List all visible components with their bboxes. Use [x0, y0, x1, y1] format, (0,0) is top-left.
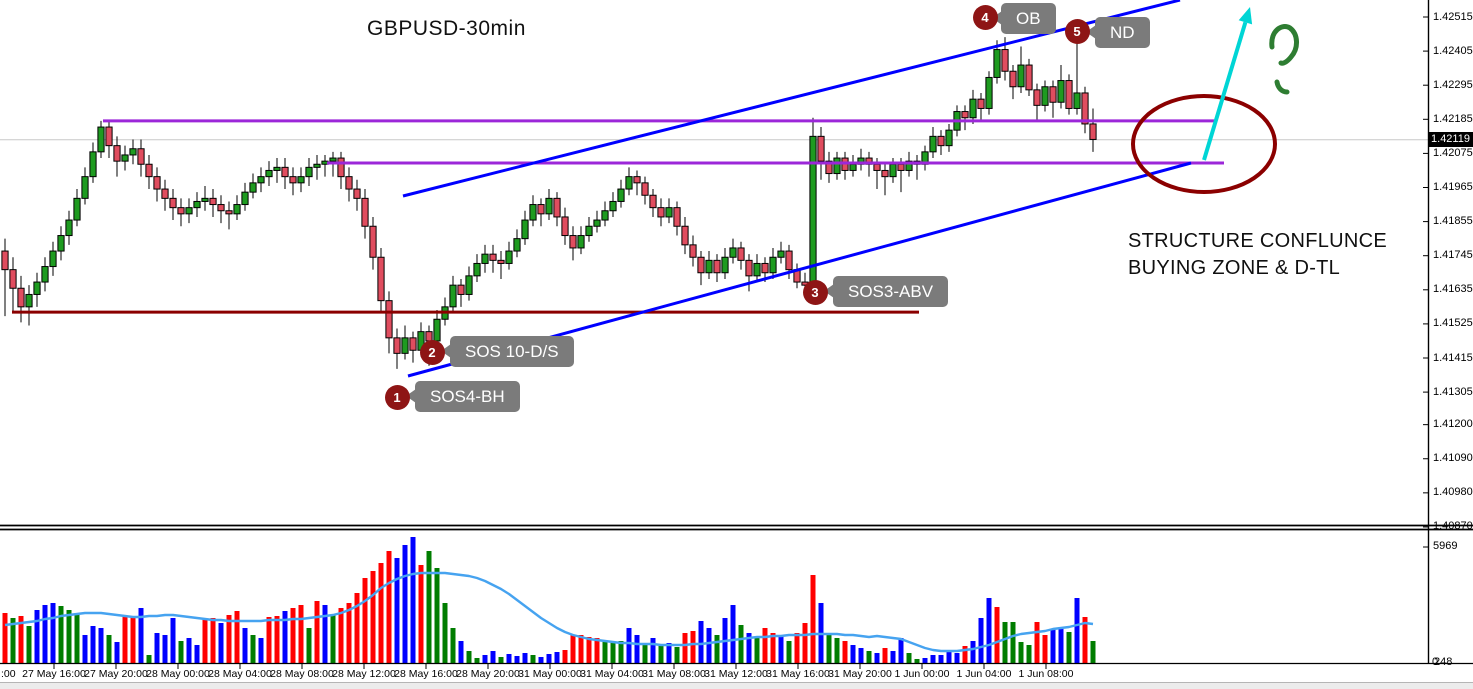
callout-label[interactable]: ND — [1086, 17, 1150, 48]
price-axis-label: 1.41965 — [1433, 181, 1473, 193]
price-axis-label: 1.41525 — [1433, 317, 1473, 330]
candles — [1, 37, 1097, 369]
time-axis-label: 31 May 20:00 — [828, 668, 892, 680]
time-axis-label: 28 May 04:00 — [208, 668, 272, 680]
time-axis-label: 28 May 12:00 — [332, 668, 396, 680]
volume-current-label: 248 — [1434, 656, 1453, 668]
time-axis-label: 28 May 08:00 — [270, 668, 334, 680]
time-axis-label-partial: :00 — [1, 668, 16, 680]
price-axis-label: 1.40870 — [1433, 520, 1473, 533]
price-axis-label: 1.42075 — [1433, 146, 1473, 159]
callout-label[interactable]: SOS3-ABV — [823, 276, 949, 307]
time-axis-label: 1 Jun 08:00 — [1018, 668, 1074, 680]
price-axis-label: 1.41200 — [1433, 418, 1473, 431]
callout-label[interactable]: SOS 10-D/S — [441, 336, 574, 367]
time-axis-label: 31 May 16:00 — [766, 668, 830, 680]
volume-bars — [2, 537, 1096, 663]
volume-ma-line — [4, 571, 1094, 653]
time-axis-label: 1 Jun 04:00 — [956, 668, 1012, 680]
price-axis-label: 1.42185 — [1433, 112, 1473, 125]
price-axis-label: 1.41415 — [1433, 351, 1473, 364]
callout-number-badge[interactable]: 3 — [802, 279, 828, 305]
callout-number-badge[interactable]: 5 — [1064, 18, 1090, 44]
time-axis-label: 31 May 08:00 — [642, 668, 706, 680]
time-axis-label: 27 May 16:00 — [22, 668, 86, 680]
analysis-note: STRUCTURE CONFLUNCE BUYING ZONE & D-TL — [1128, 228, 1387, 282]
price-axis-label: 1.41635 — [1433, 283, 1473, 296]
time-axis-label: 31 May 12:00 — [704, 668, 768, 680]
price-axis-label: 1.42405 — [1433, 44, 1473, 57]
chart-title: GBPUSD-30min — [367, 17, 526, 40]
callout-number-badge[interactable]: 2 — [419, 339, 445, 365]
price-axis-label: 1.41090 — [1433, 452, 1473, 465]
price-axis-label: 1.41305 — [1433, 385, 1473, 398]
analysis-note-line2: BUYING ZONE & D-TL — [1128, 257, 1341, 279]
time-axis-label: 31 May 00:00 — [518, 668, 582, 680]
analysis-note-line1: STRUCTURE CONFLUNCE — [1128, 230, 1388, 252]
price-axis-label: 1.41745 — [1433, 249, 1473, 262]
volume-max-label: 5969 — [1433, 540, 1458, 552]
time-axis-label: 27 May 20:00 — [84, 668, 148, 680]
callout-number-badge[interactable]: 1 — [384, 384, 410, 410]
time-axis-label: 31 May 04:00 — [580, 668, 644, 680]
time-axis-label: 28 May 00:00 — [146, 668, 210, 680]
time-axis-label: 1 Jun 00:00 — [894, 668, 950, 680]
current-price-box: 1.42119 — [1428, 132, 1473, 147]
price-axis-label: 1.42515 — [1433, 10, 1473, 23]
window-bottom-strip — [0, 682, 1473, 689]
callout-number-badge[interactable]: 4 — [972, 4, 998, 30]
axes-frame — [0, 0, 1473, 669]
price-axis-label: 1.40980 — [1433, 486, 1473, 499]
price-axis-label: 1.41855 — [1433, 215, 1473, 228]
volume-zero-label: 0 — [1432, 656, 1439, 668]
time-axis-label: 28 May 16:00 — [394, 668, 458, 680]
callout-label[interactable]: OB — [992, 3, 1056, 34]
price-axis-label: 1.42295 — [1433, 78, 1473, 91]
time-axis-label: 28 May 20:00 — [456, 668, 520, 680]
callout-label[interactable]: SOS4-BH — [406, 381, 520, 412]
